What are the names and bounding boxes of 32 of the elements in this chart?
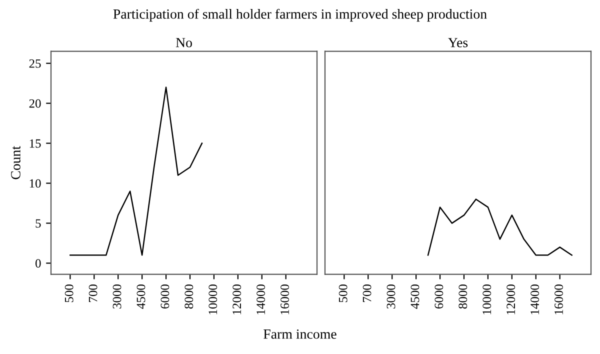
chart-title: Participation of small holder farmers in improved sheep production	[113, 8, 487, 22]
x-axis-title: Farm income	[264, 329, 336, 339]
y-tick-label: 0	[36, 259, 41, 268]
x-tick-label: 4500	[136, 284, 146, 309]
x-tick-label: 14000	[256, 284, 266, 314]
chart-subtitle: No	[176, 38, 192, 48]
x-tick-label: 10000	[482, 284, 492, 314]
x-tick-label: 16000	[554, 284, 563, 314]
y-tick-label: 20	[29, 99, 41, 108]
x-tick-label: 700	[88, 284, 98, 302]
line-series	[70, 86, 203, 256]
x-tick-label: 16000	[280, 284, 289, 314]
x-tick-label: 3000	[386, 284, 396, 308]
chart-subtitle: Yes	[448, 38, 468, 48]
x-tick-label: 3000	[112, 284, 122, 308]
y-axis-title: Count	[11, 146, 20, 180]
x-tick-label: 8000	[458, 284, 468, 309]
x-tick-label: 6000	[434, 284, 444, 309]
y-tick-label: 5	[36, 219, 41, 228]
x-tick-label: 12000	[232, 284, 242, 314]
x-tick-label: 14000	[530, 284, 540, 314]
x-tick-label: 8000	[184, 284, 194, 309]
y-tick-label: 10	[30, 179, 41, 188]
x-tick-label: 500	[64, 284, 74, 302]
x-tick-label: 500	[338, 284, 348, 302]
y-tick-label: 25	[29, 59, 41, 68]
y-tick-label: 15	[30, 139, 41, 148]
x-tick-label: 4500	[410, 284, 420, 309]
x-tick-label: 700	[362, 284, 372, 302]
x-tick-label: 6000	[160, 284, 170, 309]
x-tick-label: 10000	[208, 284, 218, 314]
x-tick-label: 12000	[506, 284, 516, 314]
